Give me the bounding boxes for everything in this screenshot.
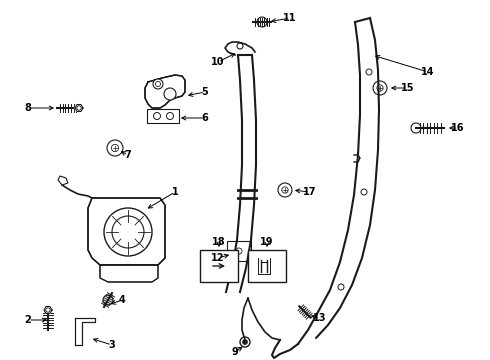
Text: 11: 11 <box>283 13 297 23</box>
Circle shape <box>111 144 119 152</box>
Text: 15: 15 <box>401 83 415 93</box>
Circle shape <box>338 284 344 290</box>
Polygon shape <box>44 306 52 314</box>
Text: 13: 13 <box>313 313 327 323</box>
Circle shape <box>46 308 50 312</box>
Polygon shape <box>75 104 83 112</box>
Circle shape <box>77 106 81 110</box>
Circle shape <box>236 248 242 254</box>
Text: 6: 6 <box>201 113 208 123</box>
Circle shape <box>366 69 372 75</box>
Text: 17: 17 <box>303 187 317 197</box>
Circle shape <box>112 216 144 248</box>
Circle shape <box>240 337 250 347</box>
Text: 3: 3 <box>109 340 115 350</box>
Polygon shape <box>88 198 165 265</box>
Circle shape <box>237 43 243 49</box>
Text: 9: 9 <box>232 347 238 357</box>
Text: 7: 7 <box>124 150 131 160</box>
Bar <box>200 250 238 282</box>
Text: 4: 4 <box>119 295 125 305</box>
Text: 2: 2 <box>24 315 31 325</box>
Circle shape <box>282 187 288 193</box>
Bar <box>248 250 286 282</box>
Circle shape <box>411 123 421 133</box>
FancyBboxPatch shape <box>147 109 179 123</box>
Text: 12: 12 <box>211 253 225 263</box>
Circle shape <box>243 339 247 345</box>
Text: 8: 8 <box>24 103 31 113</box>
Polygon shape <box>75 318 95 345</box>
Polygon shape <box>100 265 158 282</box>
Polygon shape <box>145 75 185 108</box>
Circle shape <box>104 208 152 256</box>
Text: 18: 18 <box>212 237 226 247</box>
Text: 19: 19 <box>260 237 274 247</box>
Text: 16: 16 <box>451 123 465 133</box>
Text: 14: 14 <box>421 67 435 77</box>
Circle shape <box>153 112 161 120</box>
Text: 10: 10 <box>211 57 225 67</box>
Circle shape <box>155 81 161 86</box>
FancyBboxPatch shape <box>227 241 251 261</box>
Text: 1: 1 <box>172 187 178 197</box>
Circle shape <box>377 85 383 91</box>
Circle shape <box>373 81 387 95</box>
Circle shape <box>361 189 367 195</box>
Circle shape <box>167 112 173 120</box>
Circle shape <box>153 79 163 89</box>
Circle shape <box>107 140 123 156</box>
Text: 5: 5 <box>201 87 208 97</box>
Polygon shape <box>58 176 68 185</box>
Circle shape <box>103 295 113 305</box>
Circle shape <box>278 183 292 197</box>
Circle shape <box>164 88 176 100</box>
Circle shape <box>257 17 267 27</box>
